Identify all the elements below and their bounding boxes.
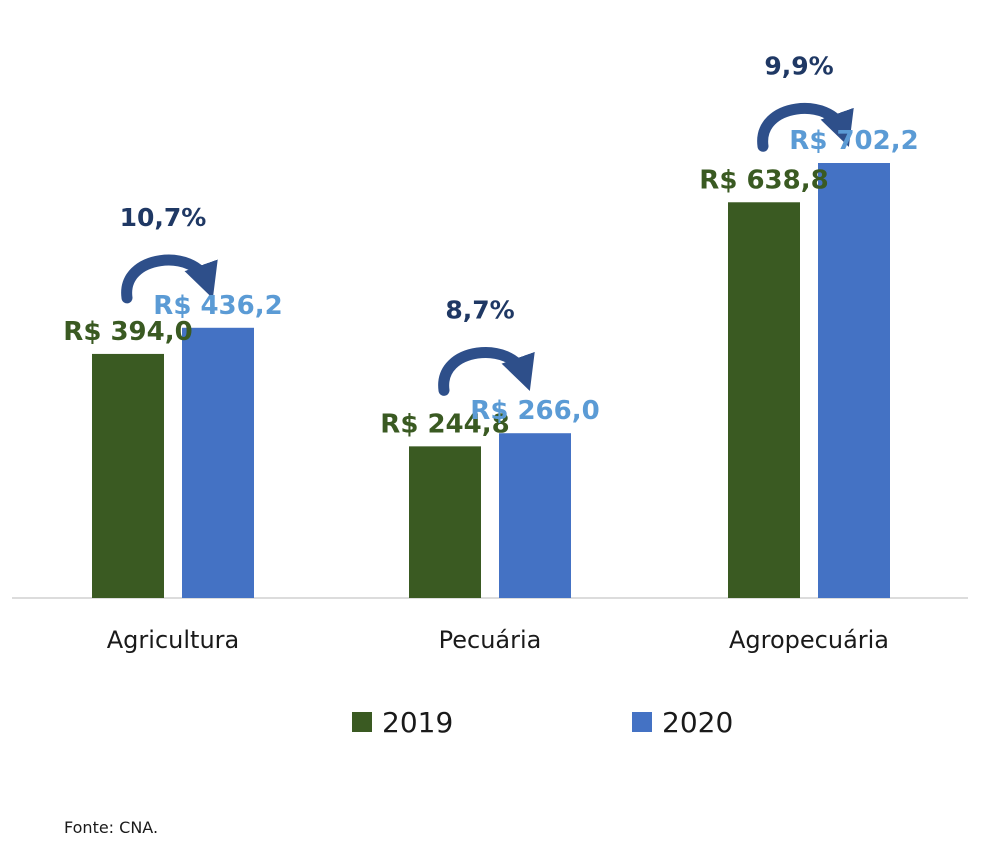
- growth-label-1: 8,7%: [445, 295, 514, 324]
- category-label-0: Agricultura: [107, 626, 239, 654]
- bar-2020-1: [499, 433, 571, 598]
- bar-2019-1: [409, 446, 481, 598]
- data-label-2019-2: R$ 638,8: [699, 165, 828, 195]
- legend-swatch-2019: [352, 712, 372, 732]
- growth-arrow-0: [121, 254, 218, 304]
- data-label-2019-1: R$ 244,8: [380, 409, 509, 439]
- category-label-2: Agropecuária: [729, 626, 889, 654]
- legend-swatch-2020: [632, 712, 652, 732]
- category-label-1: Pecuária: [439, 626, 542, 654]
- data-label-2020-0: R$ 436,2: [153, 291, 282, 321]
- legend: 2019 2020: [352, 706, 733, 739]
- legend-label-2020: 2020: [662, 706, 733, 739]
- legend-label-2019: 2019: [382, 706, 453, 739]
- data-label-2020-2: R$ 702,2: [789, 126, 918, 156]
- growth-label-2: 9,9%: [764, 51, 833, 80]
- bar-2019-0: [92, 353, 164, 598]
- data-label-2020-1: R$ 266,0: [470, 396, 599, 426]
- bar-2020-0: [182, 327, 254, 598]
- growth-arrow-2: [757, 103, 854, 152]
- bar-2019-2: [728, 202, 800, 598]
- growth-label-0: 10,7%: [120, 203, 207, 232]
- source-note: Fonte: CNA.: [64, 818, 159, 837]
- growth-arrow-1: [438, 347, 535, 396]
- data-label-2019-0: R$ 394,0: [63, 317, 192, 347]
- bar-2020-2: [818, 163, 890, 598]
